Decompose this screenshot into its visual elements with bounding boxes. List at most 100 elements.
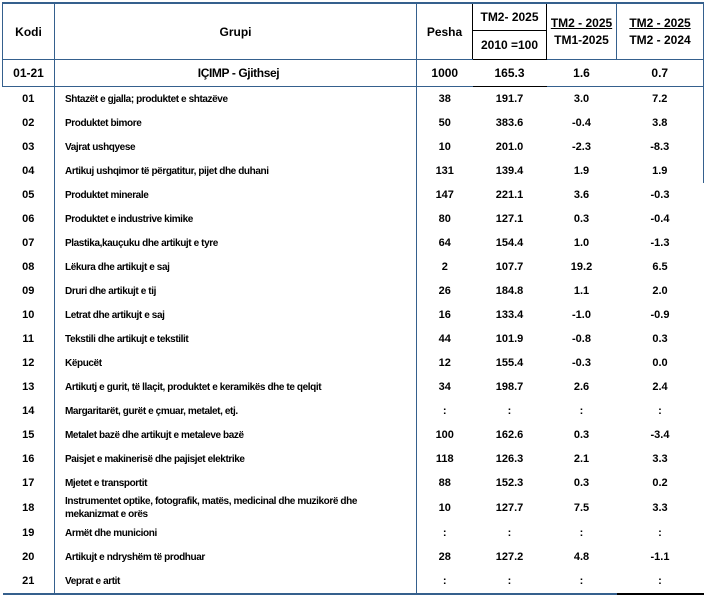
cell-code: 14 (2, 399, 55, 423)
cell-code: 04 (2, 159, 55, 183)
cell-index: 221.1 (495, 189, 524, 201)
cell-index: 107.7 (495, 261, 524, 273)
table-body: 01-21 IÇIMP - Gjithsej 1000 165.3 1.6 0.… (2, 59, 704, 595)
table-row: 20 Artikujt e ndryshëm të prodhuar 28 127.2… (2, 545, 704, 569)
col-header-vs-previous-quarter: TM2 - 2025 TM1-2025 (546, 3, 617, 60)
cell-vs-year: : (616, 569, 704, 595)
cell-group: Vajrat ushqyese (54, 135, 417, 159)
fraction-denominator: TM2 - 2024 (629, 32, 691, 47)
cell-code: 06 (2, 207, 55, 231)
cell-weight: 34 (438, 381, 451, 393)
cell-vs-year: 0.0 (652, 357, 668, 369)
cell-vs-tm1: 1.1 (573, 285, 590, 297)
cell-vs-year: 0.7 (616, 59, 704, 87)
table-row: 10 Letrat dhe artikujt e saj 16 133.4 -1.0 -0… (2, 303, 704, 327)
cell-vs-tm1: 3.0 (573, 93, 590, 105)
cell-weight: : (442, 405, 447, 417)
cell-code: 20 (2, 545, 55, 569)
cell-group: Instrumentet optike, fotografik, matës, … (54, 495, 417, 521)
cell-vs-year: : (658, 405, 662, 417)
cell-group: Tekstili dhe artikujt e tekstilit (54, 327, 417, 351)
cell-group: Shtazët e gjalla; produktet e shtazëve (54, 86, 417, 111)
cell-group: IÇIMP - Gjithsej (54, 59, 417, 87)
col-header-index-base: TM2- 2025 2010 =100 (472, 3, 547, 60)
fraction-denominator: TM1-2025 (554, 32, 609, 47)
cell-group: Këpucët (54, 351, 417, 375)
cell-vs-tm1: 2.1 (573, 453, 590, 465)
cell-code: 08 (2, 255, 55, 279)
cell-vs-tm1: 4.8 (573, 551, 590, 563)
cell-weight: 88 (438, 477, 451, 489)
cell-vs-tm1: : (546, 569, 617, 595)
table-row: 14 Margaritarët, gurët e çmuar, metalet, … (2, 399, 704, 423)
cell-weight: 16 (438, 309, 451, 321)
cell-code: 10 (2, 303, 55, 327)
cell-weight: 12 (438, 357, 451, 369)
cell-vs-tm1: 0.3 (573, 429, 590, 441)
cell-index: : (507, 405, 512, 417)
cell-index: 383.6 (495, 117, 524, 129)
cell-code: 02 (2, 111, 55, 135)
cell-code: 19 (2, 521, 55, 545)
cell-index: 162.6 (495, 429, 524, 441)
total-row: 01-21 IÇIMP - Gjithsej 1000 165.3 1.6 0.… (2, 59, 704, 87)
cell-index: 155.4 (495, 357, 524, 369)
col-header-kodi: Kodi (2, 3, 55, 60)
col-header-grupi: Grupi (54, 3, 417, 60)
cell-weight: 28 (438, 551, 451, 563)
cell-weight: 80 (438, 213, 451, 225)
cell-vs-year: 0.2 (652, 477, 668, 489)
cell-weight: 147 (435, 189, 454, 201)
cell-vs-year: 2.0 (652, 285, 668, 297)
cell-vs-tm1: 7.5 (573, 502, 590, 514)
cell-index: 127.7 (495, 502, 524, 514)
cell-code: 12 (2, 351, 55, 375)
cell-code: 07 (2, 231, 55, 255)
cell-weight: 44 (438, 333, 451, 345)
icimp-table: Kodi Grupi Pesha TM2- 2025 2010 =100 TM2… (2, 2, 704, 595)
cell-index: 139.4 (495, 165, 524, 177)
cell-index: : (472, 569, 547, 595)
cell-weight: 50 (438, 117, 451, 129)
cell-vs-tm1: 3.6 (573, 189, 590, 201)
index-base-label: 2010 =100 (480, 38, 539, 52)
cell-vs-tm1: : (579, 405, 584, 417)
table-row: 08 Lëkura dhe artikujt e saj 2 107.7 19.2 6.5 (2, 255, 704, 279)
table-row: 09 Druri dhe artikujt e tij 26 184.8 1.1 2.0 (2, 279, 704, 303)
cell-weight: 100 (435, 429, 454, 441)
cell-vs-year: -0.4 (650, 213, 670, 225)
cell-vs-year: 1.9 (616, 159, 704, 183)
cell-weight: 1000 (416, 59, 473, 87)
table-row: 07 Plastika,kauçuku dhe artikujt e tyre 64… (2, 231, 704, 255)
cell-code: 09 (2, 279, 55, 303)
cell-weight: 118 (435, 453, 454, 465)
cell-index: 198.7 (495, 381, 524, 393)
table-row: 19 Armët dhe municioni:::: (2, 521, 704, 545)
cell-vs-tm1: -0.8 (572, 333, 591, 345)
cell-code: 21 (2, 569, 55, 595)
cell-vs-year: 0.3 (652, 333, 668, 345)
table-row: 03 Vajrat ushqyese 10 201.0 -2.3 -8.3 (2, 135, 704, 159)
cell-index: 165.3 (472, 59, 547, 87)
cell-vs-tm1: 2.6 (573, 381, 590, 393)
cell-vs-tm1: 19.2 (570, 261, 593, 273)
cell-index: 127.2 (495, 551, 524, 563)
cell-vs-tm1: 0.3 (573, 213, 590, 225)
fraction-numerator: TM2 - 2025 (550, 15, 613, 30)
cell-weight: 64 (438, 237, 451, 249)
table-row: 06 Produktet e industrive kimike 80 127.1 0.… (2, 207, 704, 231)
cell-vs-tm1: -0.3 (572, 357, 591, 369)
cell-vs-year: -1.3 (650, 237, 670, 249)
cell-vs-tm1: 1.6 (546, 59, 617, 87)
cell-weight: : (416, 569, 473, 595)
table-row: 21 Veprat e artit:::: (2, 569, 704, 595)
cell-group: Paisjet e makinerisë dhe pajisjet elektr… (54, 447, 417, 471)
cell-vs-tm1: -0.4 (572, 117, 591, 129)
table-row: 15 Metalet bazë dhe artikujt e metaleve b… (2, 423, 704, 447)
cell-code: 15 (2, 423, 55, 447)
cell-weight: 10 (438, 141, 451, 153)
cell-group: Produktet e industrive kimike (54, 207, 417, 231)
cell-index: 127.1 (495, 213, 524, 225)
col-header-vs-previous-year: TM2 - 2025 TM2 - 2024 (616, 3, 704, 60)
cell-code: 17 (2, 471, 55, 495)
